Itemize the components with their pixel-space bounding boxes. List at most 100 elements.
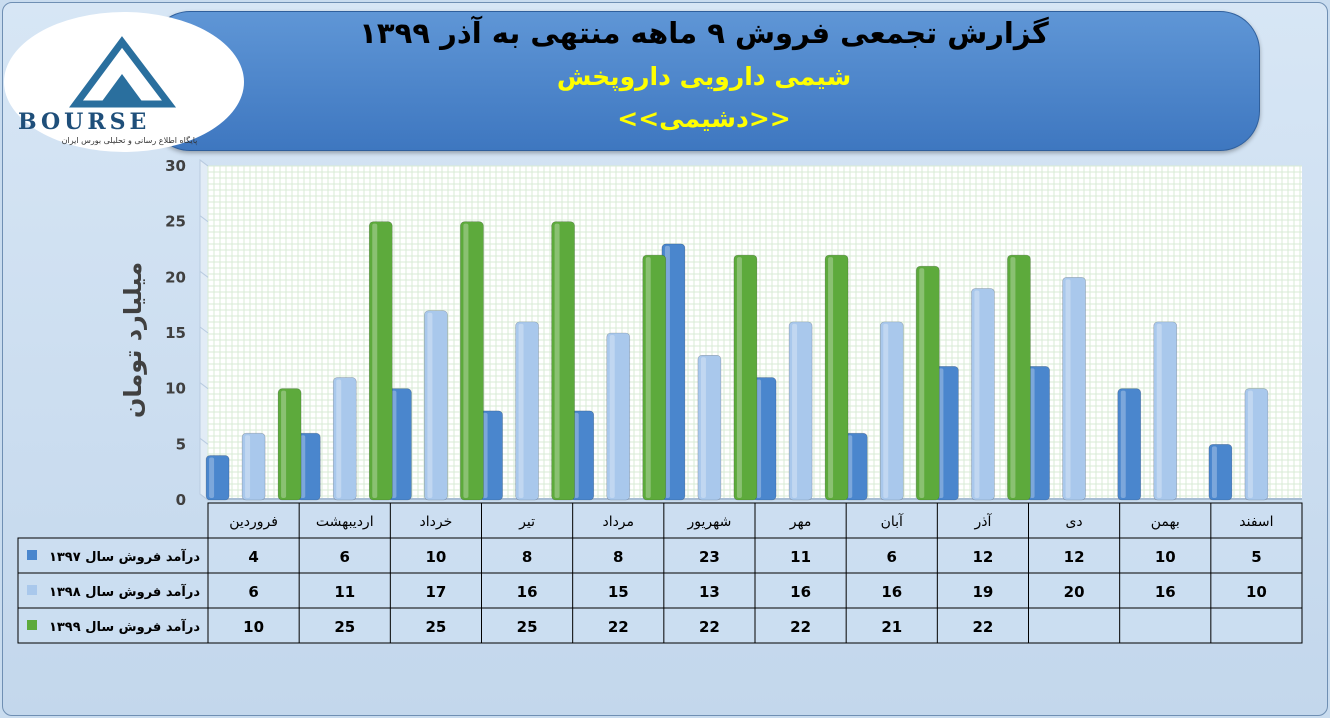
legend-entry: درآمد فروش سال ۱۳۹۸ — [49, 583, 200, 600]
data-label: 21 — [881, 618, 902, 636]
x-tick-label: اردیبهشت — [316, 514, 374, 530]
legend-swatch — [27, 620, 37, 630]
bar — [424, 310, 448, 501]
data-label: 11 — [334, 583, 355, 601]
legend-swatch — [27, 550, 37, 560]
data-label: 23 — [699, 548, 720, 566]
bar — [1244, 388, 1269, 501]
bar-highlight — [919, 268, 925, 498]
bar — [1208, 444, 1233, 501]
bar — [971, 288, 995, 501]
data-label: 25 — [425, 618, 446, 636]
bar-highlight — [609, 335, 615, 498]
bar — [515, 321, 539, 501]
gridline-major — [199, 215, 209, 223]
bar-highlight — [245, 435, 251, 498]
gridline-major — [199, 493, 209, 501]
data-label: 16 — [517, 583, 538, 601]
legend-entry: درآمد فروش سال ۱۳۹۷ — [49, 548, 200, 565]
data-label: 22 — [699, 618, 720, 636]
bar — [460, 221, 484, 501]
bar-highlight — [554, 223, 560, 498]
bar-highlight — [938, 368, 944, 498]
y-tick-label: 30 — [165, 157, 186, 175]
data-label: 22 — [972, 618, 993, 636]
gridline-major — [199, 159, 209, 167]
bar — [824, 254, 849, 501]
logo-subtitle: پایگاه اطلاع رسانی و تحلیلی بورس ایران — [61, 136, 198, 145]
bar-highlight — [974, 290, 980, 498]
y-axis-label: میلیارد تومان — [119, 262, 147, 418]
data-label: 16 — [1155, 583, 1176, 601]
data-label: 25 — [334, 618, 355, 636]
data-label: 10 — [1155, 548, 1176, 566]
y-tick-label: 10 — [165, 380, 186, 398]
data-label: 11 — [790, 548, 811, 566]
y-tick-label: 15 — [165, 324, 186, 342]
data-label: 15 — [608, 583, 629, 601]
bar-highlight — [463, 223, 469, 498]
bar — [1062, 277, 1086, 501]
bar — [915, 265, 940, 501]
bar-highlight — [1211, 446, 1217, 498]
data-label: 13 — [699, 583, 720, 601]
bar-highlight — [1010, 257, 1016, 498]
bar — [606, 332, 631, 501]
data-label: 22 — [608, 618, 629, 636]
bar-highlight — [664, 245, 670, 498]
bar — [551, 221, 575, 501]
y-tick-label: 25 — [165, 213, 186, 231]
gridline-major — [199, 382, 209, 390]
bar-highlight — [518, 323, 524, 498]
bar — [241, 432, 266, 501]
bar — [1153, 321, 1178, 501]
x-tick-label: فروردین — [229, 514, 278, 530]
x-tick-label: تیر — [518, 514, 535, 530]
data-label: 8 — [522, 548, 532, 566]
bars — [205, 221, 1269, 501]
bar — [697, 354, 722, 501]
gridline-major — [199, 326, 209, 334]
data-label: 6 — [340, 548, 350, 566]
legend-entry: درآمد فروش سال ۱۳۹۹ — [49, 618, 200, 635]
y-ticks: 0 5 10 15 20 25 30 — [165, 157, 186, 509]
data-label: 22 — [790, 618, 811, 636]
bar — [788, 321, 813, 501]
data-label: 4 — [248, 548, 258, 566]
x-tick-label: شهریور — [687, 514, 732, 530]
data-label: 20 — [1064, 583, 1085, 601]
data-label: 25 — [517, 618, 538, 636]
company-name: شیمی دارویی داروپخش — [556, 62, 852, 91]
legend-swatch — [27, 585, 37, 595]
bar — [368, 221, 393, 501]
x-tick-label: آذر — [973, 513, 992, 530]
bar — [332, 377, 357, 501]
data-label: 17 — [425, 583, 446, 601]
bar — [1117, 388, 1142, 501]
x-tick-label: مرداد — [602, 514, 634, 530]
bar-highlight — [1120, 390, 1126, 498]
data-label: 5 — [1251, 548, 1261, 566]
gridline-major — [199, 437, 209, 445]
logo-text: BOURSE — [18, 109, 151, 135]
y-tick-label: 0 — [176, 491, 186, 509]
data-label: 10 — [1246, 583, 1267, 601]
data-label: 6 — [887, 548, 897, 566]
data-label: 16 — [790, 583, 811, 601]
bar-highlight — [573, 412, 579, 498]
bourse24-logo: BOURSE پایگاه اطلاع رسانی و تحلیلی بورس … — [4, 12, 244, 152]
bar-highlight — [482, 412, 488, 498]
x-tick-label: اسفند — [1239, 514, 1273, 530]
bar — [642, 254, 667, 501]
data-label: 8 — [613, 548, 623, 566]
data-label: 10 — [243, 618, 264, 636]
bar-highlight — [300, 435, 306, 498]
data-label: 6 — [248, 583, 258, 601]
data-label: 16 — [881, 583, 902, 601]
data-label: 10 — [425, 548, 446, 566]
bar-highlight — [883, 323, 889, 498]
x-tick-label: دی — [1065, 514, 1082, 530]
x-tick-label: خرداد — [420, 514, 453, 530]
bar-highlight — [828, 257, 834, 498]
